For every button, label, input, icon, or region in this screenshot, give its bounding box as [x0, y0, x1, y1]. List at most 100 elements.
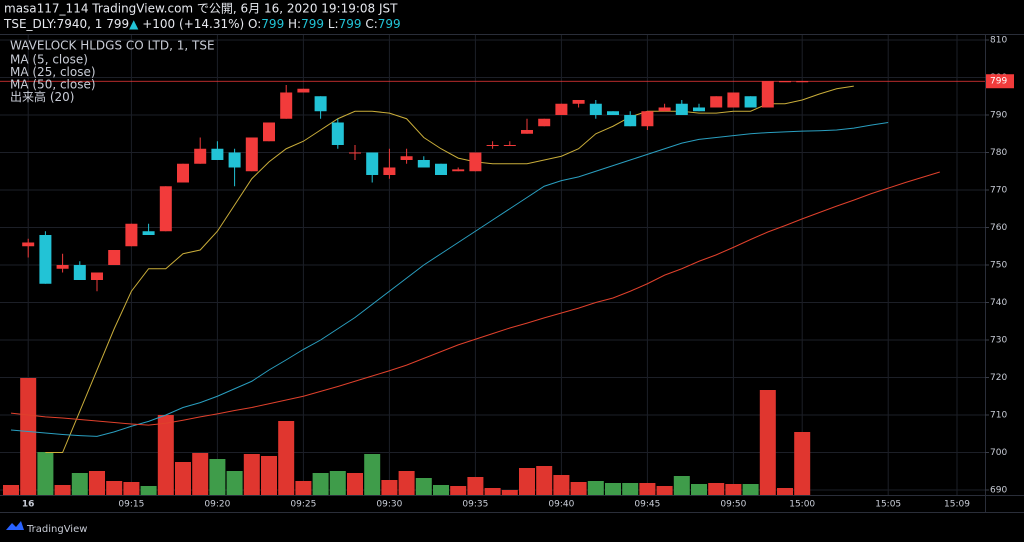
volume-bar: [519, 468, 535, 495]
legend-entry: MA (25, close): [10, 65, 96, 79]
x-tick-label: 09:35: [462, 500, 488, 510]
candle-body: [125, 223, 138, 247]
candle-body: [693, 107, 705, 112]
volume-bar: [656, 486, 673, 495]
candle-body: [796, 81, 809, 83]
change: +100 (+14.31%): [142, 17, 244, 31]
candle-body: [744, 96, 757, 108]
y-tick-label: 770: [990, 185, 1007, 195]
candle-body: [779, 81, 791, 83]
volume-bar: [673, 476, 690, 495]
x-tick-label: 16: [22, 500, 35, 510]
volume-bar: [3, 485, 19, 495]
volume-bar: [20, 378, 37, 495]
candle-body: [486, 144, 499, 146]
volume-bar: [587, 481, 604, 495]
last-price-box: [986, 74, 1014, 89]
y-tick-label: 730: [990, 336, 1007, 346]
ma-line: [45, 85, 854, 454]
volume-bar: [71, 473, 88, 495]
volume-bar: [501, 490, 518, 495]
volume-bar: [450, 486, 467, 495]
volume-bar: [261, 456, 277, 495]
candle-body: [761, 81, 774, 108]
symbol: TSE_DLY:7940, 1 799: [3, 17, 129, 31]
moving-averages: [10, 85, 940, 454]
volume-bar: [553, 475, 570, 495]
candle-body: [245, 137, 258, 172]
volume-bar: [467, 477, 484, 495]
ohlc-value: 799: [301, 17, 324, 31]
candle-body: [452, 169, 465, 172]
x-tick-label: 15:00: [789, 500, 815, 510]
volume-bar: [123, 482, 140, 495]
volume-bar: [759, 390, 776, 495]
volume: [3, 378, 811, 495]
candle-body: [349, 152, 361, 154]
volume-bar: [89, 471, 105, 495]
volume-bar: [37, 452, 54, 495]
volume-bar: [175, 462, 191, 495]
candle-body: [91, 272, 103, 281]
y-tick-label: 740: [990, 298, 1007, 308]
candle-body: [228, 152, 241, 168]
candle-body: [194, 148, 207, 164]
volume-bar: [381, 480, 398, 495]
legend-title: WAVELOCK HLDGS CO LTD, 1, TSE: [10, 39, 215, 53]
volume-bar: [691, 484, 707, 495]
candle-body: [589, 103, 602, 115]
candle-body: [177, 163, 189, 183]
candle-body: [624, 114, 637, 127]
ohlc-label: L:: [328, 17, 339, 31]
candle-body: [607, 111, 619, 115]
grid: [0, 35, 985, 495]
candle-body: [108, 249, 121, 265]
candle-body: [538, 118, 551, 127]
brand: TradingView: [26, 524, 87, 535]
candle-body: [710, 96, 723, 108]
volume-bar: [347, 473, 363, 495]
candle-body: [675, 103, 688, 115]
x-tick-label: 09:25: [290, 500, 316, 510]
volume-bar: [243, 454, 260, 495]
volume-bar: [484, 488, 501, 495]
candle-body: [417, 159, 430, 168]
ma-line: [10, 121, 889, 437]
candle-body: [73, 265, 86, 281]
volume-bar: [536, 466, 553, 495]
x-tick-label: 09:40: [548, 500, 574, 510]
candle-body: [297, 88, 310, 93]
candle-body: [263, 122, 275, 142]
x-tick-label: 09:45: [634, 500, 660, 510]
candle-body: [727, 92, 740, 108]
ohlc-label: C:: [365, 17, 377, 31]
candle-body: [469, 152, 482, 172]
logo: [6, 521, 24, 530]
candle-body: [159, 186, 172, 232]
legend-entry: 出来高 (20): [10, 89, 74, 104]
y-tick-label: 780: [990, 148, 1007, 158]
candle-body: [521, 129, 533, 134]
volume-bar: [364, 454, 381, 495]
candle-body: [503, 144, 516, 146]
ohlc-label: O:: [248, 17, 261, 31]
volume-bar: [278, 421, 295, 495]
ohlc-value: 799: [339, 17, 362, 31]
candle-body: [56, 265, 69, 269]
candle-body: [572, 99, 585, 104]
y-tick-label: 700: [990, 448, 1007, 458]
volume-bar: [742, 484, 759, 495]
volume-bar: [329, 471, 346, 495]
volume-bar: [157, 415, 174, 495]
last-price-label: 799: [990, 77, 1007, 87]
candle-body: [314, 96, 327, 112]
y-tick-label: 710: [990, 411, 1007, 421]
x-tick-label: 09:50: [720, 500, 746, 510]
candle-body: [658, 107, 671, 112]
x-tick-label: 15:09: [944, 500, 970, 510]
volume-bar: [570, 482, 587, 495]
publish-info: masa117_114 TradingView.com で公開, 6月 16, …: [4, 2, 398, 16]
candle-body: [39, 234, 52, 284]
